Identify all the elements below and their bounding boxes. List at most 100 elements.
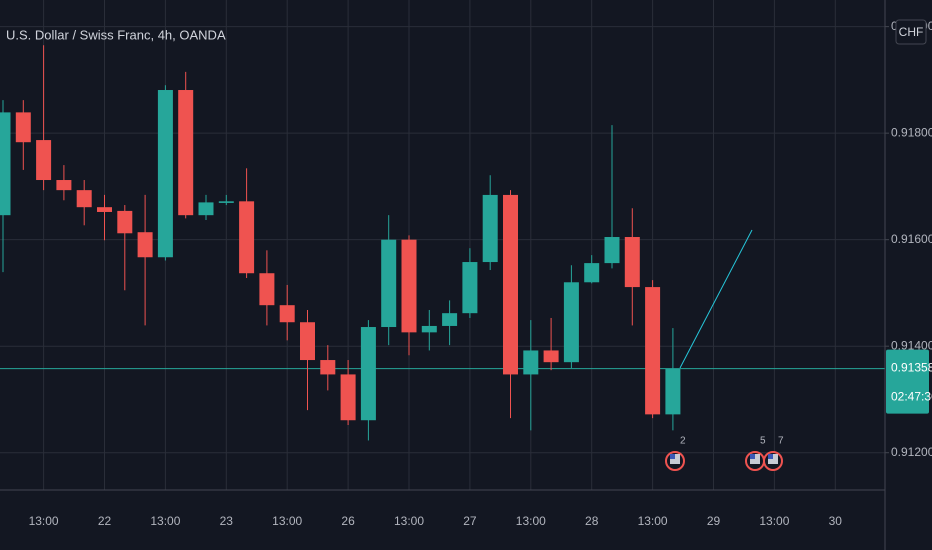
body [300,322,315,361]
flag-canton [670,454,675,459]
x-tick-label: 22 [98,514,112,528]
candle [56,165,72,201]
x-tick-label: 13:00 [759,514,789,528]
candle [462,248,478,318]
event-count: 2 [680,436,686,447]
currency-label: CHF [899,25,924,39]
x-tick-label: 13:00 [516,514,546,528]
body [340,374,356,421]
candle [503,190,518,419]
candle [381,215,397,346]
candle [259,250,275,326]
candle [584,255,600,284]
candle [97,194,112,241]
countdown-label: 02:47:36 [891,390,932,404]
candle [645,280,661,419]
candle [15,100,31,170]
candle [198,194,214,220]
y-tick-label: 0.91200 [891,445,932,459]
y-tick-label: 0.91800 [891,125,932,139]
currency-badge[interactable] [895,19,927,45]
body [178,90,194,216]
flag-canton [768,454,773,459]
body [117,210,133,234]
candle [442,300,458,346]
x-tick-label: 30 [829,514,843,528]
body [543,350,559,363]
candle [218,194,234,206]
axes: 0.912000.914000.916000.918000.9200013:00… [29,19,932,528]
body [56,180,72,191]
x-tick-label: 13:00 [272,514,302,528]
candle [604,125,620,269]
body [36,140,52,181]
flag-canton [750,454,755,459]
candle [563,265,579,369]
body [503,194,518,375]
body [239,201,255,274]
body [665,368,681,415]
candle [624,208,640,326]
body [15,112,31,143]
x-tick-label: 28 [585,514,599,528]
y-tick-label: 0.91600 [891,232,932,246]
candle [401,235,417,356]
body [482,194,498,263]
candle [421,309,437,351]
x-tick-label: 26 [341,514,355,528]
body [137,232,153,258]
body [279,305,295,323]
candle [482,175,498,271]
body [624,237,640,288]
event-marker[interactable]: 7 [763,436,784,471]
x-tick-label: 13:00 [394,514,424,528]
body [157,90,173,258]
body [0,112,11,216]
price-label-box [886,349,929,414]
candle [117,205,133,291]
body [584,263,600,283]
candle [360,320,376,441]
candle [300,309,315,411]
trend-line[interactable] [679,229,753,369]
body [259,273,275,306]
candle [157,85,173,261]
event-marker[interactable]: 2 [665,436,686,471]
body [523,350,539,375]
x-tick-label: 13:00 [638,514,668,528]
candle [137,194,153,326]
body [462,262,478,314]
body [381,239,397,328]
x-tick-label: 29 [707,514,721,528]
body [442,313,458,326]
body [360,327,376,421]
candle [76,180,92,226]
event-count: 7 [778,436,784,447]
x-tick-label: 13:00 [150,514,180,528]
event-marker[interactable]: 5 [745,436,766,471]
candle [279,284,295,341]
x-tick-label: 13:00 [29,514,59,528]
candle [543,317,559,371]
body [218,201,234,203]
candle [665,328,681,431]
candle [320,345,336,391]
candle [523,320,539,431]
candle [0,100,11,273]
candle [239,168,255,279]
body [645,287,661,415]
body [604,237,620,264]
body [320,360,336,375]
price-label: 0.91358 [891,361,932,375]
candle [340,360,356,426]
body [76,190,92,208]
y-tick-label: 0.91400 [891,338,932,352]
candles [0,45,681,441]
body [97,207,112,212]
x-tick-label: 27 [463,514,477,528]
event-count: 5 [760,436,766,447]
body [421,325,437,333]
chart-title: U.S. Dollar / Swiss Franc, 4h, OANDA [6,27,226,42]
x-tick-label: 23 [220,514,234,528]
candle [178,71,194,219]
